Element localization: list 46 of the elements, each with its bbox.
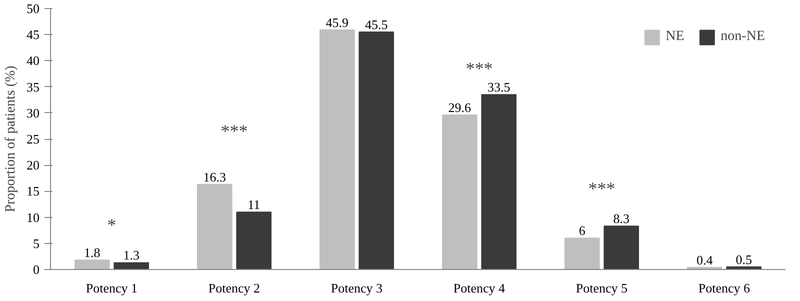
bar [564, 238, 600, 270]
bar [358, 31, 394, 270]
bar [197, 184, 232, 270]
y-tick-label: 25 [26, 132, 40, 146]
data-label: 0.4 [696, 252, 714, 268]
data-label: 0.5 [736, 252, 752, 267]
data-label: 45.5 [364, 16, 388, 32]
annotation: * [107, 215, 116, 236]
y-tick-label: 40 [26, 53, 40, 68]
bar [114, 262, 149, 270]
y-tick-label: 0 [33, 262, 40, 277]
bar [604, 226, 639, 270]
x-tick-label: Potency 6 [698, 280, 751, 296]
y-tick-label: 35 [26, 79, 40, 94]
x-tick-label: Potency 5 [576, 280, 628, 296]
data-label: 1.8 [84, 245, 100, 260]
y-tick-label: 30 [26, 105, 40, 120]
y-tick-label: 45 [26, 27, 40, 42]
y-tick-label: 10 [26, 210, 40, 225]
x-tick-label: Potency 1 [86, 280, 138, 296]
y-axis-title: Proportion of patients (%) [4, 65, 18, 212]
y-tick-label: 15 [26, 184, 40, 199]
legend-label: non-NE [720, 29, 765, 45]
y-tick-label: 5 [33, 236, 40, 251]
data-label: 45.9 [326, 14, 349, 30]
bar [236, 212, 272, 270]
y-tick-label: 20 [26, 158, 40, 173]
x-tick-label: Potency 2 [208, 280, 260, 296]
data-label: 8.3 [613, 211, 630, 226]
bar [320, 29, 355, 270]
bar [481, 94, 516, 270]
y-tick-label: 50 [26, 1, 40, 16]
data-label: 11 [248, 197, 260, 212]
x-tick-label: Potency 3 [330, 280, 383, 296]
data-label: 1.3 [123, 248, 140, 263]
bar [74, 260, 110, 270]
data-label: 6 [578, 223, 586, 238]
x-tick-label: Potency 4 [453, 280, 506, 296]
annotation: *** [220, 121, 248, 142]
bar [442, 114, 478, 270]
data-label: 16.3 [203, 169, 226, 184]
data-label: 29.6 [448, 100, 472, 115]
annotation: *** [588, 178, 616, 199]
data-label: 33.5 [487, 80, 510, 95]
annotation: *** [466, 58, 493, 79]
legend-label: NE [666, 29, 686, 45]
